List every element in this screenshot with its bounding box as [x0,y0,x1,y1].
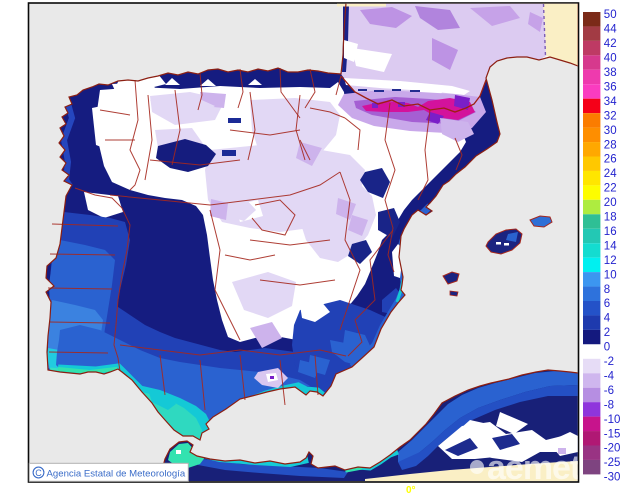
svg-text:2: 2 [604,327,610,339]
svg-text:38: 38 [604,67,617,79]
svg-text:16: 16 [604,226,617,238]
svg-text:40: 40 [604,53,617,65]
svg-text:-20: -20 [604,443,621,455]
svg-text:-6: -6 [604,385,614,397]
svg-text:0: 0 [604,342,610,354]
svg-text:-4: -4 [604,370,615,382]
svg-text:-15: -15 [604,428,621,440]
svg-text:34: 34 [604,96,617,108]
svg-text:42: 42 [604,38,617,50]
svg-text:44: 44 [604,24,617,36]
svg-text:12: 12 [604,255,617,267]
svg-text:50: 50 [604,9,617,21]
svg-text:aemet: aemet [487,449,581,487]
svg-text:30: 30 [604,125,617,137]
svg-text:-25: -25 [604,457,621,469]
svg-text:0°: 0° [406,485,416,496]
svg-text:-2: -2 [604,356,614,368]
svg-text:8: 8 [604,284,610,296]
svg-text:Agencia Estatal de Meteorologí: Agencia Estatal de Meteorología [47,468,186,479]
svg-text:14: 14 [604,240,617,252]
svg-text:26: 26 [604,154,617,166]
svg-text:36: 36 [604,81,617,93]
svg-text:18: 18 [604,212,617,224]
svg-text:4: 4 [604,313,611,325]
svg-text:24: 24 [604,168,617,180]
svg-text:20: 20 [604,197,617,209]
svg-text:32: 32 [604,110,617,122]
svg-text:28: 28 [604,139,617,151]
svg-text:10: 10 [604,269,617,281]
svg-text:-8: -8 [604,399,614,411]
svg-text:-30: -30 [604,472,621,484]
svg-text:22: 22 [604,183,617,195]
svg-text:C: C [35,468,42,478]
svg-text:-10: -10 [604,414,621,426]
svg-text:6: 6 [604,298,610,310]
